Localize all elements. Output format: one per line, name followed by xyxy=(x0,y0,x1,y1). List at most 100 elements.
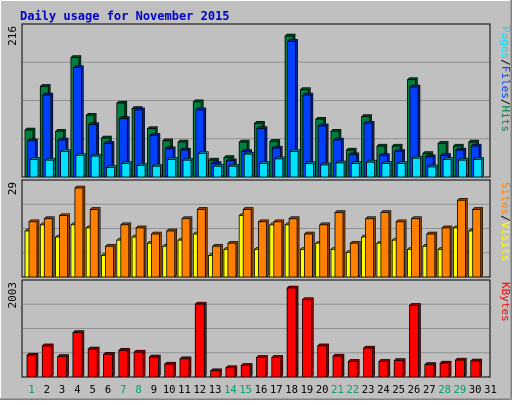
bar-sites-day-22 xyxy=(349,240,361,278)
legend-entry: KBytes xyxy=(499,282,512,322)
day-label: 1 xyxy=(28,384,34,396)
day-label: 22 xyxy=(346,384,359,396)
day-label: 30 xyxy=(469,384,482,396)
legend-entry: / xyxy=(499,99,512,106)
bar-sites-day-19 xyxy=(303,231,315,278)
day-label: 21 xyxy=(331,384,344,396)
panel-kbytes: 2003 KBytes xyxy=(6,279,512,378)
bar-kbytes-day-19 xyxy=(301,297,314,378)
bar-pages-day-24 xyxy=(381,161,393,178)
legend-entry: / xyxy=(499,59,512,66)
bar-sites-day-25 xyxy=(395,219,407,278)
bar-pages-day-3 xyxy=(60,149,71,178)
bar-sites-day-17 xyxy=(273,219,285,278)
bar-kbytes-day-30 xyxy=(470,358,483,378)
bar-sites-day-6 xyxy=(105,244,116,278)
day-label: 26 xyxy=(408,384,421,396)
bar-pages-day-2 xyxy=(44,157,56,178)
day-label: 11 xyxy=(178,384,191,396)
bar-sites-day-14 xyxy=(227,240,239,278)
bar-files-day-19 xyxy=(302,92,314,178)
day-label: 14 xyxy=(224,384,237,396)
bar-pages-day-5 xyxy=(90,153,102,178)
bar-pages-day-6 xyxy=(106,165,117,178)
day-label: 9 xyxy=(151,384,157,396)
bar-kbytes-day-15 xyxy=(240,363,253,378)
bar-pages-day-28 xyxy=(442,157,454,178)
bar-kbytes-day-4 xyxy=(72,330,85,378)
bar-sites-day-16 xyxy=(258,219,269,278)
day-label: 6 xyxy=(105,384,111,396)
bar-pages-day-4 xyxy=(75,153,87,178)
bar-kbytes-day-25 xyxy=(393,358,406,378)
bar-kbytes-day-9 xyxy=(148,354,161,378)
bar-kbytes-day-6 xyxy=(103,352,115,378)
day-label: 5 xyxy=(90,384,96,396)
day-label: 15 xyxy=(239,384,252,396)
bar-pages-day-30 xyxy=(473,157,485,178)
bar-sites-day-8 xyxy=(135,225,147,278)
day-label: 24 xyxy=(377,384,390,396)
bar-sites-day-10 xyxy=(166,228,177,278)
axis-max-label: 216 xyxy=(6,26,19,46)
axis-max-label: 29 xyxy=(6,182,19,195)
day-labels: 1 2 3 4 5 6 7 8 9 10 11 12 13 14 15 16 17 18 19 20 21 22 23 24 2… xyxy=(28,384,496,396)
bar-pages-day-13 xyxy=(213,163,224,178)
chart-title: Daily usage for November 2015 xyxy=(20,9,230,23)
legend-entry: Visits xyxy=(499,222,512,262)
bar-kbytes-day-23 xyxy=(363,345,375,378)
bar-sites-day-7 xyxy=(120,222,132,278)
bar-kbytes-day-10 xyxy=(164,361,176,378)
bar-kbytes-day-28 xyxy=(439,360,452,378)
day-label: 28 xyxy=(438,384,451,396)
legend-entry: Files xyxy=(499,66,512,99)
bar-kbytes-day-14 xyxy=(225,365,238,378)
bar-sites-day-18 xyxy=(288,216,300,278)
day-label: 20 xyxy=(316,384,329,396)
bar-kbytes-day-17 xyxy=(271,355,284,378)
bar-sites-day-29 xyxy=(456,197,468,278)
day-label: 23 xyxy=(362,384,375,396)
bar-kbytes-day-5 xyxy=(87,346,100,378)
bar-kbytes-day-24 xyxy=(378,359,391,378)
day-label: 10 xyxy=(163,384,176,396)
bar-pages-day-17 xyxy=(274,156,286,178)
day-label: 2 xyxy=(44,384,50,396)
bar-kbytes-day-29 xyxy=(454,357,467,378)
bar-kbytes-day-11 xyxy=(179,356,192,378)
panel-visits_sites: 29 Sites/Visits xyxy=(6,179,512,278)
panel-hits_files_pages: 216 Pages/Files/Hits xyxy=(6,23,512,178)
legend-entry: / xyxy=(499,215,512,222)
day-label: 25 xyxy=(392,384,405,396)
bar-kbytes-day-22 xyxy=(347,359,360,378)
bar-pages-day-27 xyxy=(427,164,439,178)
bar-pages-day-23 xyxy=(366,159,377,178)
bar-sites-day-27 xyxy=(426,231,438,278)
bar-pages-day-12 xyxy=(197,151,209,178)
bar-pages-day-18 xyxy=(289,149,301,178)
bar-sites-day-23 xyxy=(365,216,376,278)
bar-kbytes-day-8 xyxy=(133,349,146,378)
day-label: 27 xyxy=(423,384,436,396)
bar-kbytes-day-26 xyxy=(409,303,421,378)
day-label: 18 xyxy=(285,384,298,396)
bar-sites-day-1 xyxy=(28,219,40,278)
bar-pages-day-20 xyxy=(320,162,332,178)
day-label: 31 xyxy=(484,384,497,396)
bar-sites-day-15 xyxy=(242,207,254,278)
day-label: 13 xyxy=(209,384,222,396)
day-label: 12 xyxy=(193,384,206,396)
bar-sites-day-20 xyxy=(319,222,331,278)
day-label: 8 xyxy=(135,384,141,396)
day-label: 7 xyxy=(120,384,126,396)
bar-kbytes-day-2 xyxy=(41,343,54,378)
bar-pages-day-29 xyxy=(457,157,469,178)
bar-pages-day-22 xyxy=(350,161,362,178)
bar-pages-day-14 xyxy=(228,163,240,178)
bar-sites-day-13 xyxy=(212,244,223,278)
bar-sites-day-26 xyxy=(411,216,422,278)
panel-legend: Pages/Files/Hits xyxy=(499,26,512,132)
